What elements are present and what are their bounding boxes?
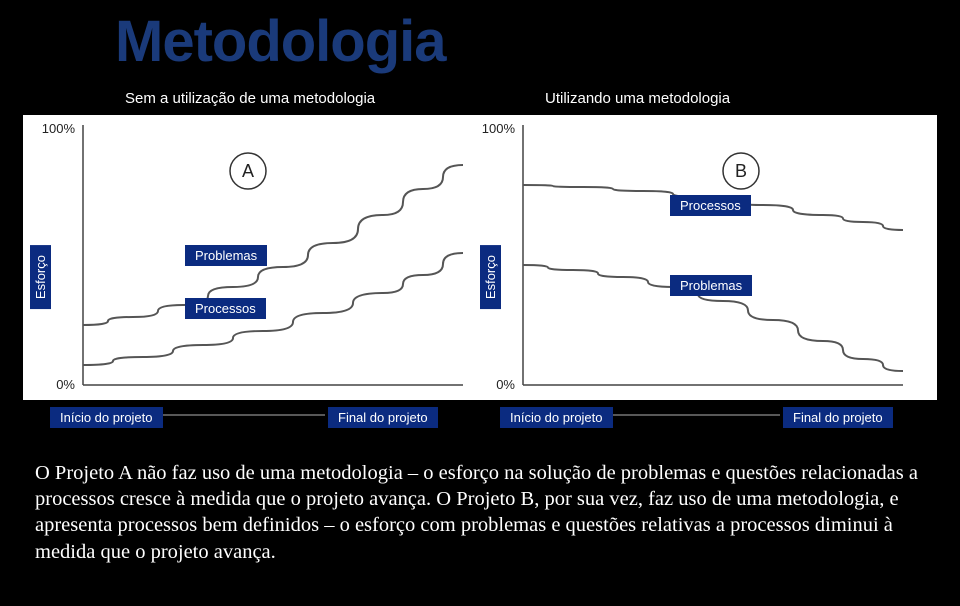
svg-text:0%: 0%	[496, 377, 515, 392]
svg-text:A: A	[242, 161, 254, 181]
curve-label-problems-a: Problemas	[185, 245, 267, 266]
svg-text:100%: 100%	[42, 121, 76, 136]
subtitle-with-methodology: Utilizando uma metodologia	[545, 90, 730, 107]
x-label-start-b: Início do projeto	[500, 407, 613, 428]
curve-label-processes-b: Processos	[670, 195, 751, 216]
body-paragraph: O Projeto A não faz uso de uma metodolog…	[35, 460, 925, 565]
page-title: Metodologia	[115, 8, 446, 75]
subtitle-without-methodology: Sem a utilização de uma metodologia	[125, 90, 375, 107]
svg-text:100%: 100%	[482, 121, 516, 136]
curve-label-problems-b: Problemas	[670, 275, 752, 296]
x-label-end-b: Final do projeto	[783, 407, 893, 428]
x-label-end-a: Final do projeto	[328, 407, 438, 428]
svg-text:B: B	[735, 161, 747, 181]
axis-label-effort-a: Esforço	[30, 245, 51, 309]
axis-label-effort-b: Esforço	[480, 245, 501, 309]
x-label-start-a: Início do projeto	[50, 407, 163, 428]
svg-text:0%: 0%	[56, 377, 75, 392]
curve-label-processes-a: Processos	[185, 298, 266, 319]
